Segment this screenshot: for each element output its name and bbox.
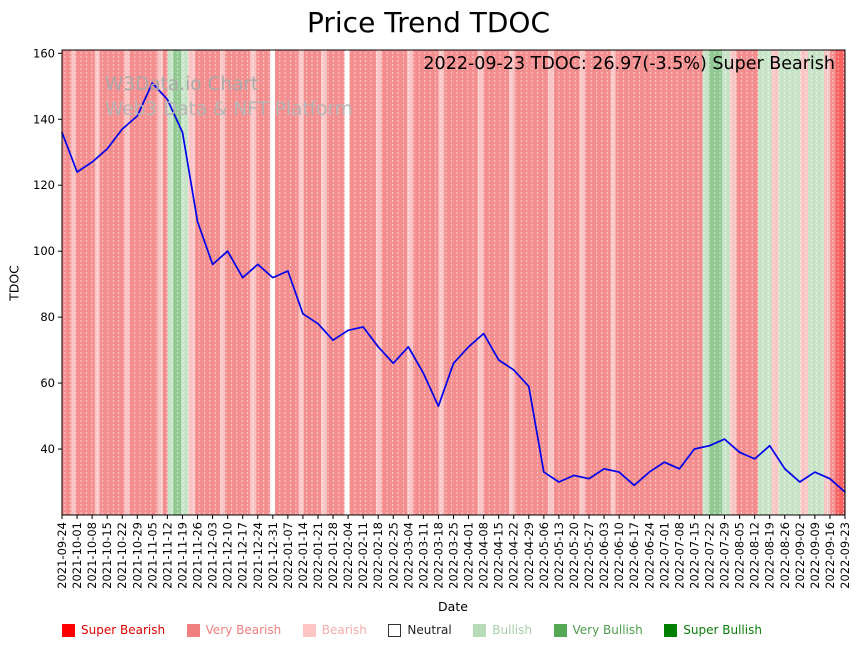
x-tick-label: 2022-03-25 — [447, 522, 461, 589]
legend-item-super-bearish: Super Bearish — [62, 623, 165, 637]
x-tick-label: 2022-07-22 — [703, 522, 717, 589]
legend-swatch-very-bearish — [186, 623, 200, 637]
x-tick-label: 2021-10-22 — [115, 522, 129, 589]
x-tick-label: 2021-12-10 — [221, 522, 235, 589]
x-tick-label: 2022-06-03 — [597, 522, 611, 589]
x-tick-label: 2022-05-27 — [582, 522, 596, 589]
y-tick-label: 120 — [33, 178, 55, 192]
watermark: W3Data.io Chart Web3 Data & NFT Platform — [105, 72, 353, 122]
chart-title: Price Trend TDOC — [307, 6, 550, 39]
x-tick-label: 2022-05-20 — [567, 522, 581, 589]
x-tick-label: 2021-10-08 — [85, 522, 99, 589]
x-tick-label: 2022-09-23 — [838, 522, 852, 589]
x-tick-label: 2022-04-15 — [492, 522, 506, 589]
y-tick-label: 40 — [40, 442, 55, 456]
legend-swatch-very-bullish — [553, 623, 567, 637]
watermark-line1: W3Data.io Chart — [105, 74, 259, 95]
x-tick-label: 2022-01-21 — [311, 522, 325, 589]
x-tick-label: 2021-11-05 — [145, 522, 159, 589]
x-tick-label: 2021-11-19 — [176, 522, 190, 589]
legend-label: Super Bearish — [81, 623, 166, 637]
x-axis: 2021-09-24 2021-10-01 2021-10-08 2021-10-15… — [55, 515, 852, 589]
x-tick-label: 2022-07-08 — [672, 522, 686, 589]
x-tick-label: 2021-12-31 — [266, 522, 280, 589]
x-tick-label: 2022-06-24 — [642, 522, 656, 589]
x-tick-label: 2021-12-17 — [236, 522, 250, 589]
y-axis-label: TDOC — [6, 265, 22, 301]
x-tick-label: 2022-06-10 — [612, 522, 626, 589]
x-tick-label: 2021-12-03 — [206, 522, 220, 589]
y-axis: 40 60 80 100 120 140 160 — [33, 46, 62, 456]
y-tick-label: 160 — [33, 46, 55, 60]
x-tick-label: 2022-08-05 — [733, 522, 747, 589]
legend-swatch-super-bullish — [664, 623, 678, 637]
x-tick-label: 2022-09-02 — [793, 522, 807, 589]
x-tick-label: 2021-11-26 — [191, 522, 205, 589]
x-tick-label: 2022-02-04 — [341, 522, 355, 589]
legend-label: Neutral — [407, 623, 452, 637]
x-tick-label: 2022-03-11 — [416, 522, 430, 589]
legend-swatch-bearish — [302, 623, 316, 637]
legend-item-bearish: Bearish — [302, 623, 367, 637]
watermark-line2: Web3 Data & NFT Platform — [105, 99, 353, 120]
legend-item-very-bearish: Very Bearish — [186, 623, 282, 637]
x-tick-label: 2022-02-18 — [371, 522, 385, 589]
legend-item-bullish: Bullish — [473, 623, 532, 637]
x-tick-label: 2022-08-26 — [778, 522, 792, 589]
x-tick-label: 2022-01-28 — [326, 522, 340, 589]
x-tick-label: 2021-09-24 — [55, 522, 69, 589]
x-tick-label: 2022-05-13 — [552, 522, 566, 589]
x-tick-label: 2022-01-07 — [281, 522, 295, 589]
legend-label: Very Bullish — [572, 623, 643, 637]
y-tick-label: 60 — [40, 376, 55, 390]
legend: Super Bearish Very Bearish Bearish Neutral B… — [62, 619, 762, 641]
x-tick-label: 2022-04-22 — [507, 522, 521, 589]
legend-item-super-bullish: Super Bullish — [664, 623, 762, 637]
y-tick-label: 100 — [33, 244, 55, 258]
x-tick-label: 2022-07-15 — [687, 522, 701, 589]
x-tick-label: 2022-04-29 — [522, 522, 536, 589]
legend-label: Very Bearish — [205, 623, 282, 637]
x-tick-label: 2022-05-06 — [537, 522, 551, 589]
price-line — [61, 82, 846, 493]
x-tick-label: 2022-07-29 — [718, 522, 732, 589]
day-grid-texture — [62, 50, 845, 515]
x-tick-label: 2021-11-12 — [160, 522, 174, 589]
x-tick-label: 2021-10-29 — [130, 522, 144, 589]
legend-label: Bullish — [492, 623, 532, 637]
legend-swatch-bullish — [473, 623, 487, 637]
legend-label: Super Bullish — [683, 623, 762, 637]
x-tick-label: 2021-10-01 — [70, 522, 84, 589]
x-tick-label: 2021-12-24 — [251, 522, 265, 589]
latest-price-annotation: 2022-09-23 TDOC: 26.97(-3.5%) Super Bear… — [423, 54, 835, 74]
x-tick-label: 2022-02-11 — [356, 522, 370, 589]
legend-swatch-super-bearish — [62, 623, 75, 637]
legend-swatch-neutral — [388, 623, 402, 637]
y-tick-label: 80 — [40, 310, 55, 324]
x-tick-label: 2022-04-08 — [477, 522, 491, 589]
x-tick-label: 2022-07-01 — [657, 522, 671, 589]
x-tick-label: 2022-02-25 — [386, 522, 400, 589]
y-tick-label: 140 — [33, 112, 55, 126]
x-tick-label: 2022-01-14 — [296, 522, 310, 589]
x-tick-label: 2022-03-04 — [401, 522, 415, 589]
x-tick-label: 2022-09-16 — [823, 522, 837, 589]
x-tick-label: 2022-09-09 — [808, 522, 822, 589]
x-tick-label: 2022-06-17 — [627, 522, 641, 589]
x-tick-label: 2022-03-18 — [431, 522, 445, 589]
x-tick-label: 2021-10-15 — [100, 522, 114, 589]
legend-item-very-bullish: Very Bullish — [553, 623, 643, 637]
x-tick-label: 2022-08-19 — [763, 522, 777, 589]
legend-item-neutral: Neutral — [388, 623, 452, 637]
x-tick-label: 2022-04-01 — [462, 522, 476, 589]
x-tick-label: 2022-08-12 — [748, 522, 762, 589]
x-axis-label: Date — [438, 599, 468, 614]
legend-label: Bearish — [321, 623, 367, 637]
